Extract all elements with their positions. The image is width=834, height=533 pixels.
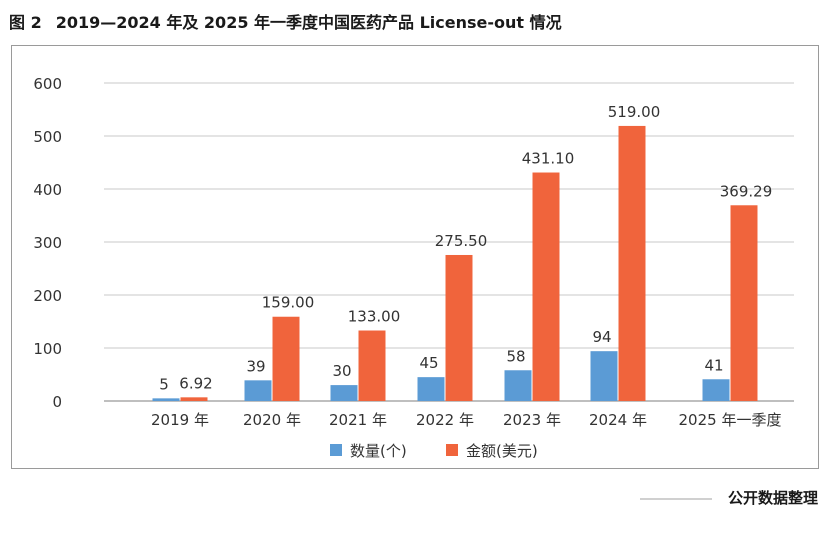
x-tick-label: 2022 年 (416, 411, 474, 429)
data-label: 94 (592, 328, 611, 346)
bar-amount (272, 316, 300, 401)
bar-amount (730, 205, 758, 401)
data-label: 275.50 (435, 232, 488, 250)
data-label: 369.29 (720, 182, 773, 200)
data-label: 431.10 (522, 150, 575, 168)
data-label: 30 (332, 362, 351, 380)
data-label: 519.00 (608, 103, 661, 121)
y-tick-label: 200 (33, 287, 62, 305)
bar-count (590, 351, 618, 401)
bar-count (417, 377, 445, 401)
chart-frame: 0 100 200 300 400 500 600 5 6.92 2019 年 39 159.00 20… (11, 45, 819, 469)
figure-title: 图 2 2019—2024 年及 2025 年一季度中国医药产品 License-… (9, 9, 562, 33)
figure-title-text: 2019—2024 年及 2025 年一季度中国医药产品 License-out… (55, 13, 562, 32)
bar-count (244, 380, 272, 401)
bar-count (504, 370, 532, 401)
bar-count (330, 385, 358, 401)
data-label: 39 (246, 357, 265, 375)
bar-chart: 0 100 200 300 400 500 600 5 6.92 2019 年 39 159.00 20… (33, 75, 794, 460)
bar-amount (180, 397, 208, 401)
data-label: 133.00 (348, 308, 401, 326)
bar-count (702, 379, 730, 401)
x-tick-label: 2021 年 (329, 411, 387, 429)
x-tick-label: 2024 年 (589, 411, 647, 429)
y-tick-label: 0 (52, 393, 62, 411)
bar-amount (618, 125, 646, 402)
bar-amount (532, 172, 560, 401)
x-tick-label: 2019 年 (151, 411, 209, 429)
data-label: 159.00 (262, 294, 315, 312)
bar-amount (358, 330, 386, 401)
bar-count (152, 398, 180, 401)
data-label: 6.92 (179, 374, 212, 392)
legend-label-count: 数量(个) (350, 442, 407, 460)
legend-label-amount: 金额(美元) (466, 442, 538, 460)
source-divider (640, 498, 712, 500)
x-tick-label: 2023 年 (503, 411, 561, 429)
bar-amount (445, 254, 473, 401)
source-note: 公开数据整理 (727, 489, 818, 507)
legend-swatch-amount (446, 444, 458, 456)
y-tick-label: 300 (33, 234, 62, 252)
y-tick-label: 100 (33, 340, 62, 358)
legend-swatch-count (330, 444, 342, 456)
data-label: 5 (159, 375, 169, 393)
x-tick-label: 2020 年 (243, 411, 301, 429)
y-tick-label: 500 (33, 128, 62, 146)
data-label: 58 (506, 347, 525, 365)
data-label: 45 (419, 354, 438, 372)
data-label: 41 (704, 356, 723, 374)
y-tick-label: 600 (33, 75, 62, 93)
y-tick-label: 400 (33, 181, 62, 199)
x-tick-label: 2025 年一季度 (679, 411, 782, 429)
figure-number: 图 2 (9, 13, 42, 32)
